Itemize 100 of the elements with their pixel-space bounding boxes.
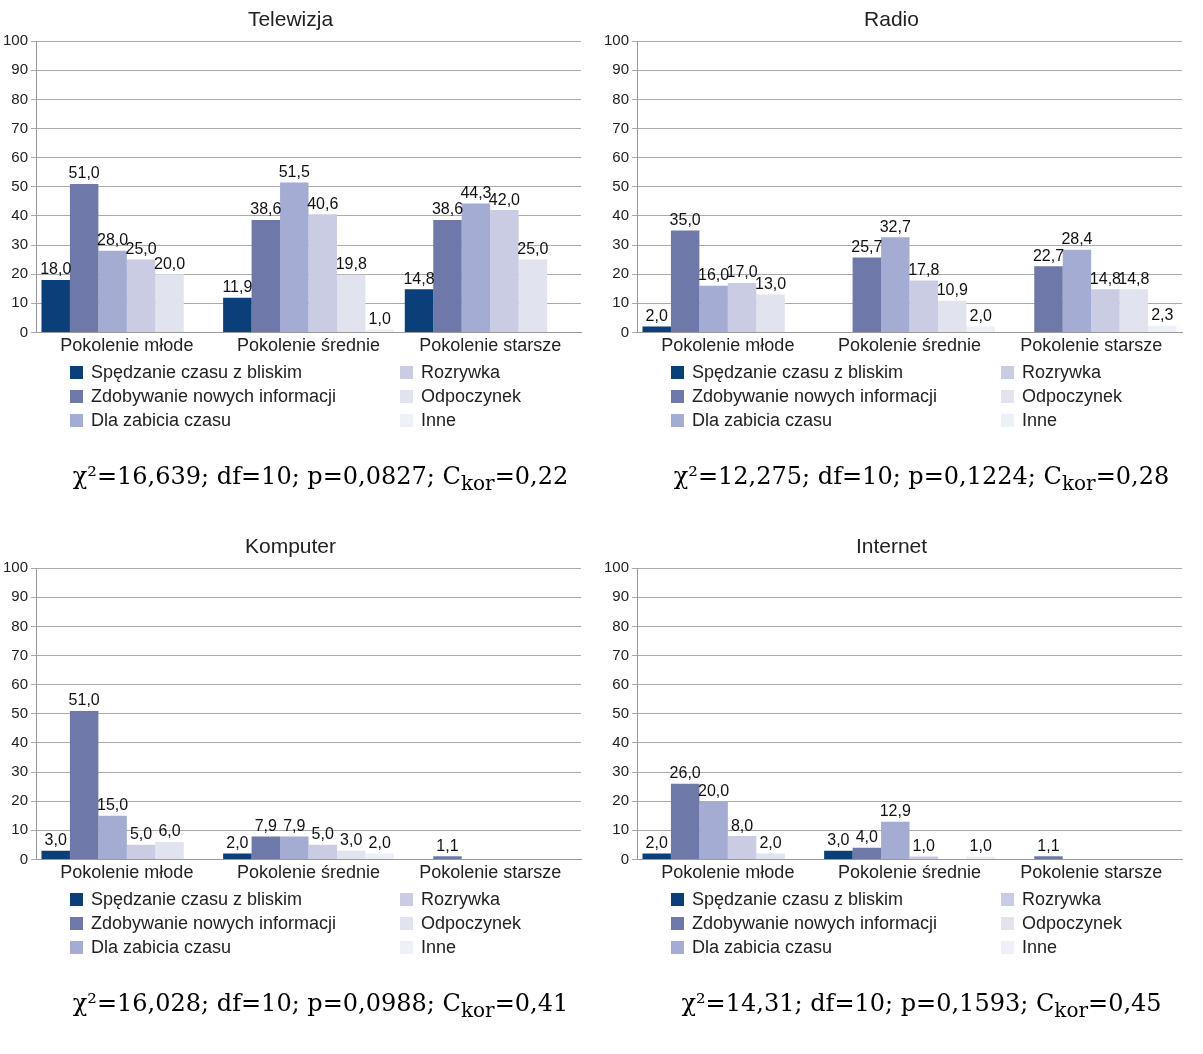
y-tick-label: 0 <box>19 322 29 340</box>
y-tick-label: 30 <box>11 762 29 780</box>
y-tick-label: 80 <box>11 89 29 107</box>
y-tick-label: 50 <box>11 176 29 194</box>
bar <box>699 801 728 859</box>
data-label: 1,0 <box>969 836 992 854</box>
bar <box>1034 856 1063 859</box>
bar <box>727 836 757 859</box>
data-label: 4,0 <box>855 828 879 846</box>
data-label: 2,0 <box>645 833 668 851</box>
bar <box>155 841 184 859</box>
data-label: 17,8 <box>908 260 940 278</box>
y-tick-label: 20 <box>612 264 630 282</box>
data-label: 22,7 <box>1032 246 1065 264</box>
bar <box>824 850 853 859</box>
data-label: 2,0 <box>226 833 249 851</box>
bar <box>126 259 156 332</box>
bar <box>642 326 671 332</box>
legend-label: Rozrywka <box>421 888 501 910</box>
y-tick-label: 100 <box>604 31 630 49</box>
bar <box>41 850 70 859</box>
legend-label: Inne <box>421 409 457 431</box>
bar <box>852 257 882 332</box>
bar <box>909 280 938 332</box>
text: χ²=16,639; df=10; p=0,0827; C$_{kor}$=0,22 <box>71 462 570 495</box>
legend-label: Inne <box>1022 936 1058 958</box>
bar <box>699 285 728 332</box>
data-label: 25,0 <box>517 240 549 258</box>
bar <box>881 821 910 859</box>
data-label: 26,0 <box>669 764 701 782</box>
y-tick-label: 20 <box>612 791 630 809</box>
y-tick-label: 90 <box>11 60 29 78</box>
y-tick-label: 10 <box>612 293 630 311</box>
bar <box>642 853 671 859</box>
y-tick-label: 20 <box>11 791 29 809</box>
x-tick-label: Pokolenie młode <box>661 335 795 356</box>
bar <box>365 329 394 332</box>
data-label: 11,9 <box>222 278 253 296</box>
data-label: 2,0 <box>969 306 992 324</box>
y-tick-label: 80 <box>612 89 630 107</box>
legend-label: Zdobywanie nowych informacji <box>91 385 337 407</box>
bar <box>756 294 785 332</box>
chart-title: Internet <box>855 534 928 558</box>
data-label: 25,7 <box>851 237 883 255</box>
data-label: 12,9 <box>879 802 911 820</box>
x-tick-label: Pokolenie średnie <box>236 335 381 356</box>
legend-label: Odpoczynek <box>421 385 522 407</box>
data-label: 7,9 <box>283 816 306 834</box>
data-label: 3,0 <box>340 831 363 849</box>
bar <box>909 856 938 859</box>
legend-label: Zdobywanie nowych informacji <box>692 912 938 934</box>
legend-label: Spędzanie czasu z bliskim <box>692 888 904 910</box>
y-tick-label: 60 <box>11 674 29 692</box>
legend-label: Zdobywanie nowych informacji <box>91 912 337 934</box>
x-tick-label: Pokolenie średnie <box>837 862 982 883</box>
data-label: 5,0 <box>129 825 153 843</box>
legend-label: Odpoczynek <box>1022 912 1123 934</box>
data-label: 51,0 <box>68 691 100 709</box>
legend-label: Rozrywka <box>1022 888 1102 910</box>
x-tick-label: Pokolenie starsze <box>1020 862 1163 883</box>
legend-label: Odpoczynek <box>1022 385 1123 407</box>
bar <box>461 203 491 332</box>
legend-label: Odpoczynek <box>421 912 522 934</box>
bar <box>336 274 366 332</box>
bar <box>1034 266 1063 332</box>
y-tick-label: 10 <box>11 820 29 838</box>
data-label: 7,9 <box>254 816 278 834</box>
bar <box>98 250 127 332</box>
y-tick-label: 70 <box>11 118 29 136</box>
bar <box>155 274 184 332</box>
data-label: 2,0 <box>759 833 782 851</box>
bar <box>670 783 700 859</box>
y-tick-label: 0 <box>620 322 630 340</box>
y-tick-label: 60 <box>11 147 29 165</box>
bar <box>490 210 519 332</box>
legend-label: Inne <box>1022 409 1058 431</box>
bar <box>852 847 882 859</box>
y-tick-label: 60 <box>612 147 630 165</box>
bar <box>881 237 910 332</box>
y-tick-label: 0 <box>620 849 630 867</box>
data-label: 1,0 <box>912 836 935 854</box>
bar <box>518 259 548 332</box>
data-label: 28,4 <box>1061 230 1093 248</box>
y-tick-label: 60 <box>612 674 630 692</box>
x-tick-label: Pokolenie średnie <box>236 862 381 883</box>
data-label: 8,0 <box>730 816 754 834</box>
y-tick-label: 20 <box>11 264 29 282</box>
x-tick-label: Pokolenie starsze <box>1020 335 1163 356</box>
chart-title: Radio <box>864 7 919 31</box>
bar <box>1148 325 1177 332</box>
x-tick-label: Pokolenie młode <box>661 862 795 883</box>
bar <box>404 289 434 332</box>
y-tick-label: 70 <box>612 118 630 136</box>
legend-label: Dla zabicia czasu <box>692 936 833 958</box>
legend-label: Inne <box>421 936 457 958</box>
text: χ²=12,275; df=10; p=0,1224; C$_{kor}$=0,28 <box>672 462 1171 495</box>
y-tick-label: 30 <box>612 762 630 780</box>
bar <box>433 220 462 332</box>
legend-label: Dla zabicia czasu <box>91 936 232 958</box>
y-tick-label: 80 <box>612 616 630 634</box>
